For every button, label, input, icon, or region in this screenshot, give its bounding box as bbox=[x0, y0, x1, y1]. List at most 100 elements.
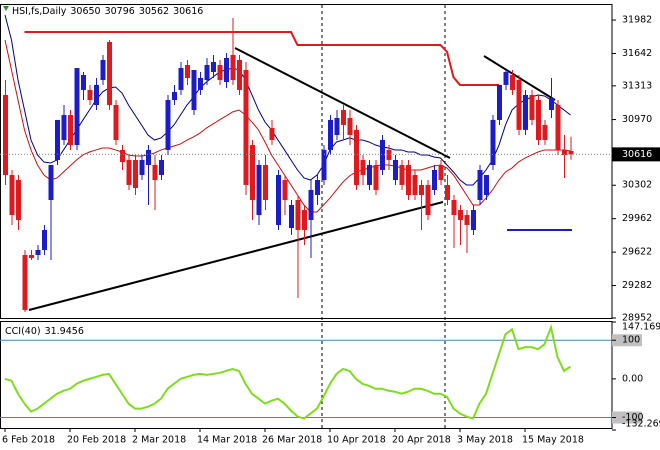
candle-body bbox=[321, 149, 327, 181]
candle-body bbox=[282, 180, 288, 200]
candle-body bbox=[35, 249, 41, 255]
candle-body bbox=[250, 145, 255, 200]
low-value: 30562 bbox=[139, 6, 169, 17]
candle-body bbox=[256, 164, 262, 216]
candle-body bbox=[302, 210, 307, 230]
candle-body bbox=[61, 115, 67, 141]
candle-body bbox=[126, 159, 132, 185]
candle-body bbox=[451, 199, 457, 216]
candle-body bbox=[237, 59, 242, 90]
candle-body bbox=[386, 149, 392, 160]
cci-title: CCI(40) bbox=[5, 326, 41, 337]
candle-body bbox=[146, 149, 151, 165]
x-tick-label: 10 Apr 2018 bbox=[327, 435, 386, 446]
x-tick-label: 20 Apr 2018 bbox=[392, 435, 451, 446]
candle-body bbox=[120, 149, 125, 163]
candle-body bbox=[425, 184, 431, 216]
candle-body bbox=[555, 105, 561, 150]
candle-body bbox=[217, 64, 223, 81]
candle-body bbox=[159, 159, 164, 176]
candle-body bbox=[354, 129, 359, 185]
candle-body bbox=[107, 41, 112, 106]
candle-body bbox=[536, 99, 541, 141]
candle-body bbox=[263, 164, 268, 200]
x-tick-label: 15 May 2018 bbox=[522, 435, 584, 446]
candle-body bbox=[477, 170, 483, 200]
candle-body bbox=[490, 119, 496, 165]
candle-body bbox=[94, 84, 99, 106]
y-tick-label: -100 bbox=[622, 412, 644, 423]
trend-line bbox=[234, 47, 451, 159]
moving-average bbox=[4, 39, 571, 213]
candle-body bbox=[224, 58, 229, 82]
candle-body bbox=[516, 80, 522, 130]
candle-body bbox=[87, 89, 93, 100]
x-tick-label: 2 Mar 2018 bbox=[132, 435, 186, 446]
resistance-line bbox=[24, 31, 499, 86]
candle-body bbox=[393, 159, 398, 181]
candle-body bbox=[165, 99, 171, 150]
candle-body bbox=[211, 62, 216, 72]
candle-body bbox=[16, 180, 21, 220]
candle-body bbox=[445, 184, 450, 200]
cci-line bbox=[4, 323, 572, 420]
chart-title: HSI,fs,Daily bbox=[12, 6, 67, 17]
candle-body bbox=[9, 175, 15, 216]
candle-body bbox=[406, 164, 411, 195]
candle-body bbox=[100, 59, 106, 81]
close-value: 30616 bbox=[173, 6, 203, 17]
y-tick-label: 147.1698 bbox=[622, 322, 660, 333]
chart-header: HSI,fs,Daily 30650 30796 30562 30616 bbox=[12, 6, 203, 17]
candle-body bbox=[549, 98, 554, 111]
candle-body bbox=[380, 140, 385, 171]
y-tick-label: 0.00 bbox=[622, 373, 643, 384]
candle-body bbox=[276, 175, 281, 225]
symbol-icon bbox=[3, 6, 9, 11]
candle-body bbox=[185, 64, 190, 78]
candle-body bbox=[172, 92, 177, 100]
candle-body bbox=[68, 115, 73, 146]
candle-body bbox=[74, 68, 80, 146]
moving-average bbox=[4, 14, 571, 186]
candle-body bbox=[458, 210, 463, 220]
y-tick-label: 30970 bbox=[622, 114, 652, 125]
candle-body bbox=[497, 84, 502, 120]
candle-body bbox=[22, 254, 28, 311]
cci-header: CCI(40) 31.9456 bbox=[5, 326, 84, 337]
candle-body bbox=[464, 215, 470, 225]
candle-body bbox=[204, 64, 210, 81]
candle-body bbox=[29, 254, 34, 259]
candle-body bbox=[562, 149, 567, 155]
candle-body bbox=[230, 54, 236, 81]
y-tick-label: 30302 bbox=[622, 180, 652, 191]
candle-body bbox=[315, 180, 320, 195]
candle-body bbox=[438, 164, 444, 181]
candle-body bbox=[334, 117, 340, 135]
candle-body bbox=[295, 199, 301, 230]
candle-body bbox=[523, 94, 528, 130]
x-tick-label: 20 Feb 2018 bbox=[67, 435, 126, 446]
candle-body bbox=[360, 159, 366, 176]
x-tick-label: 3 May 2018 bbox=[457, 435, 513, 446]
candle-body bbox=[412, 175, 418, 195]
candle-body bbox=[243, 69, 249, 185]
y-tick-label: 29282 bbox=[622, 280, 652, 291]
candle-body bbox=[373, 164, 379, 190]
candle-body bbox=[529, 94, 535, 120]
trend-line bbox=[28, 201, 444, 311]
x-tick-label: 14 Mar 2018 bbox=[197, 435, 257, 446]
x-tick-label: 6 Feb 2018 bbox=[2, 435, 55, 446]
candle-body bbox=[198, 77, 203, 90]
candle-body bbox=[347, 117, 353, 135]
y-tick-label: 29622 bbox=[622, 247, 652, 258]
candle-body bbox=[289, 205, 294, 229]
high-value: 30796 bbox=[105, 6, 135, 17]
candle-body bbox=[269, 128, 275, 141]
candle-body bbox=[510, 75, 515, 90]
y-tick-label: -132.269 bbox=[622, 419, 660, 430]
candle-body bbox=[55, 119, 60, 160]
candle-body bbox=[133, 159, 138, 189]
y-tick-label: 100 bbox=[622, 335, 640, 346]
y-tick-label: 28952 bbox=[622, 313, 652, 324]
